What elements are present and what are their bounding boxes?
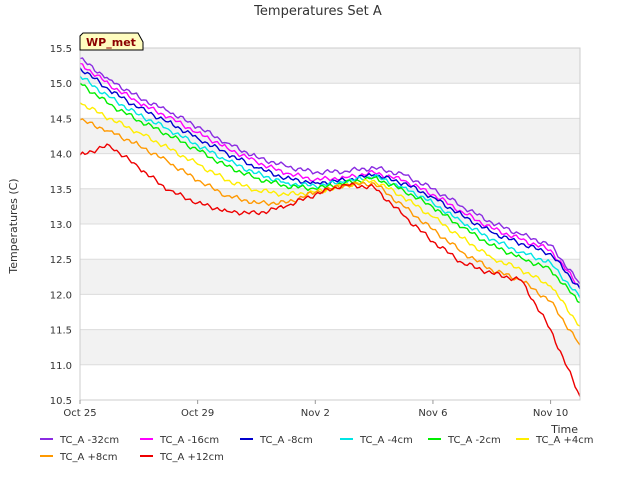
background-band: [80, 118, 580, 154]
series-line-tc-a-32cm: [79, 57, 581, 285]
legend-label: TC_A -2cm: [447, 435, 501, 446]
chart-title: Temperatures Set A: [253, 4, 382, 19]
legend: TC_A -32cm TC_A -16cm TC_A -8cm TC_A -4cm TC…: [40, 435, 594, 463]
series-layer: [79, 57, 581, 397]
y-tick-label: 11.0: [50, 361, 72, 372]
x-tick-labels: Oct 25 Oct 29 Nov 2 Nov 6 Nov 10: [63, 400, 568, 419]
y-tick-label: 15.5: [50, 44, 72, 55]
x-tick-label: Nov 6: [418, 408, 447, 419]
background-band: [80, 259, 580, 295]
series-line-tc-a-4cm: [79, 75, 581, 299]
legend-label: TC_A +12cm: [159, 452, 224, 463]
y-tick-label: 12.5: [50, 255, 72, 266]
x-tick-label: Nov 10: [533, 408, 568, 419]
y-tick-label: 13.0: [50, 220, 72, 231]
background-band: [80, 188, 580, 224]
legend-label: TC_A +8cm: [59, 452, 118, 463]
y-tick-label: 14.0: [50, 150, 72, 161]
x-tick-label: Oct 25: [63, 408, 96, 419]
y-tick-label: 15.0: [50, 79, 72, 90]
site-badge: WP_met: [79, 32, 144, 51]
y-tick-label: 11.5: [50, 326, 72, 337]
legend-label: TC_A +4cm: [535, 435, 594, 446]
plot-background-bands: [80, 48, 580, 365]
y-axis-label: Temperatures (C): [7, 178, 20, 274]
y-tick-label: 10.5: [50, 396, 72, 407]
y-tick-label: 13.5: [50, 185, 72, 196]
legend-label: TC_A -8cm: [259, 435, 313, 446]
legend-label: TC_A -4cm: [359, 435, 413, 446]
series-line-tc-a-12cm: [79, 143, 581, 397]
series-line-tc-a-8cm: [79, 67, 581, 290]
legend-label: TC_A -16cm: [159, 435, 219, 446]
background-band: [80, 329, 580, 365]
plot-frame: [79, 47, 581, 401]
series-line-tc-a-16cm: [79, 62, 581, 288]
y-tick-label: 14.5: [50, 114, 72, 125]
y-tick-labels: 10.5 11.0 11.5 12.0 12.5 13.0 13.5 14.0 14.5 15.0…: [50, 44, 72, 407]
legend-label: TC_A -32cm: [59, 435, 119, 446]
x-tick-label: Nov 2: [301, 408, 330, 419]
x-axis-label: Time: [550, 423, 578, 436]
series-line-tc-a-2cm: [79, 82, 581, 304]
x-tick-label: Oct 29: [181, 408, 214, 419]
y-tick-label: 12.0: [50, 290, 72, 301]
site-badge-box: [79, 32, 144, 51]
site-badge-text: WP_met: [86, 36, 136, 49]
background-band: [80, 48, 580, 84]
